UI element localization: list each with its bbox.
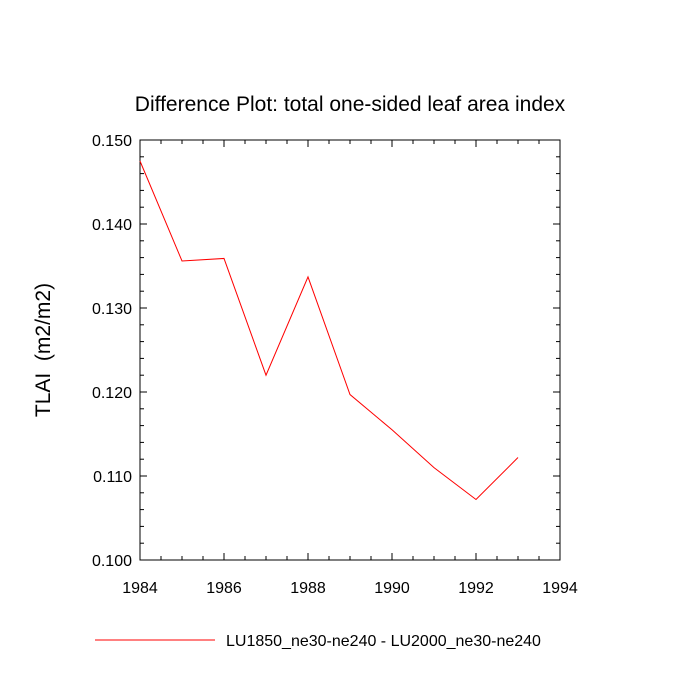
- plot-frame: [139, 139, 561, 561]
- y-axis-label: TLAI (m2/m2): [32, 283, 55, 417]
- series-line: [139, 160, 519, 501]
- chart-title: Difference Plot: total one-sided leaf ar…: [135, 93, 566, 116]
- x-tick-label: 1994: [542, 580, 578, 597]
- y-tick-label: 0.140: [92, 217, 132, 234]
- y-tick-label: 0.100: [92, 553, 132, 570]
- y-tick-label: 0.150: [92, 133, 132, 150]
- major-ticks: [139, 139, 561, 561]
- y-tick-label: 0.120: [92, 385, 132, 402]
- y-tick-label: 0.110: [93, 469, 132, 486]
- x-tick-label: 1990: [374, 580, 410, 597]
- x-tick-label: 1984: [122, 580, 158, 597]
- series-layer: [139, 160, 519, 501]
- legend-label: LU1850_ne30-ne240 - LU2000_ne30-ne240: [226, 633, 541, 650]
- x-tick-labels: 1984 1986 1988 1990 1992 1994: [122, 580, 578, 597]
- x-tick-label: 1986: [206, 580, 242, 597]
- minor-ticks: [140, 140, 560, 560]
- x-tick-label: 1988: [290, 580, 326, 597]
- x-tick-label: 1992: [458, 580, 494, 597]
- y-tick-label: 0.130: [92, 301, 132, 318]
- legend: LU1850_ne30-ne240 - LU2000_ne30-ne240: [95, 633, 541, 650]
- y-tick-labels: 0.100 0.110 0.120 0.130 0.140 0.150: [92, 133, 132, 570]
